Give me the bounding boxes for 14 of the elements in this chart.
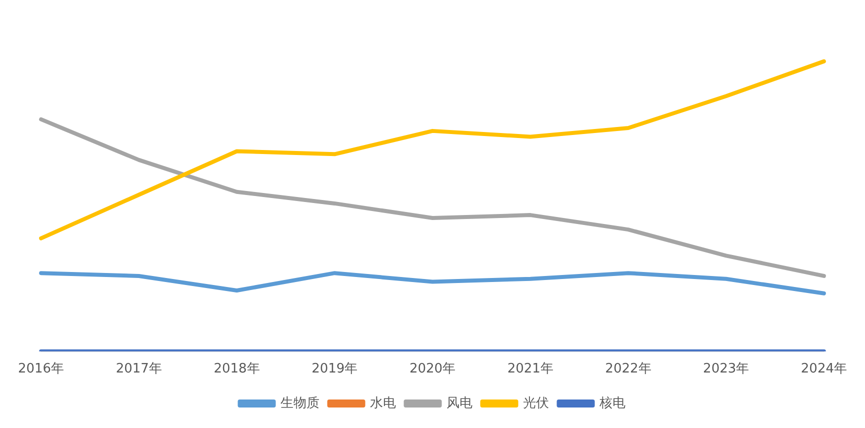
x-tick-label: 2017年 — [116, 362, 162, 377]
x-tick-label: 2018年 — [214, 362, 260, 377]
x-tick-label: 2021年 — [507, 362, 554, 377]
x-tick-label: 2019年 — [312, 362, 358, 377]
legend-label: 水电 — [370, 396, 396, 411]
legend-label: 核电 — [598, 396, 626, 411]
x-tick-label: 2020年 — [409, 362, 456, 377]
x-tick-label: 2022年 — [605, 362, 652, 377]
legend-label: 生物质 — [280, 396, 320, 411]
x-tick-label: 2024年 — [800, 362, 848, 377]
legend-label: 风电 — [446, 396, 472, 411]
x-tick-label: 2023年 — [703, 362, 750, 377]
x-tick-label: 2016年 — [18, 362, 64, 377]
legend-label: 光伏 — [522, 396, 549, 411]
